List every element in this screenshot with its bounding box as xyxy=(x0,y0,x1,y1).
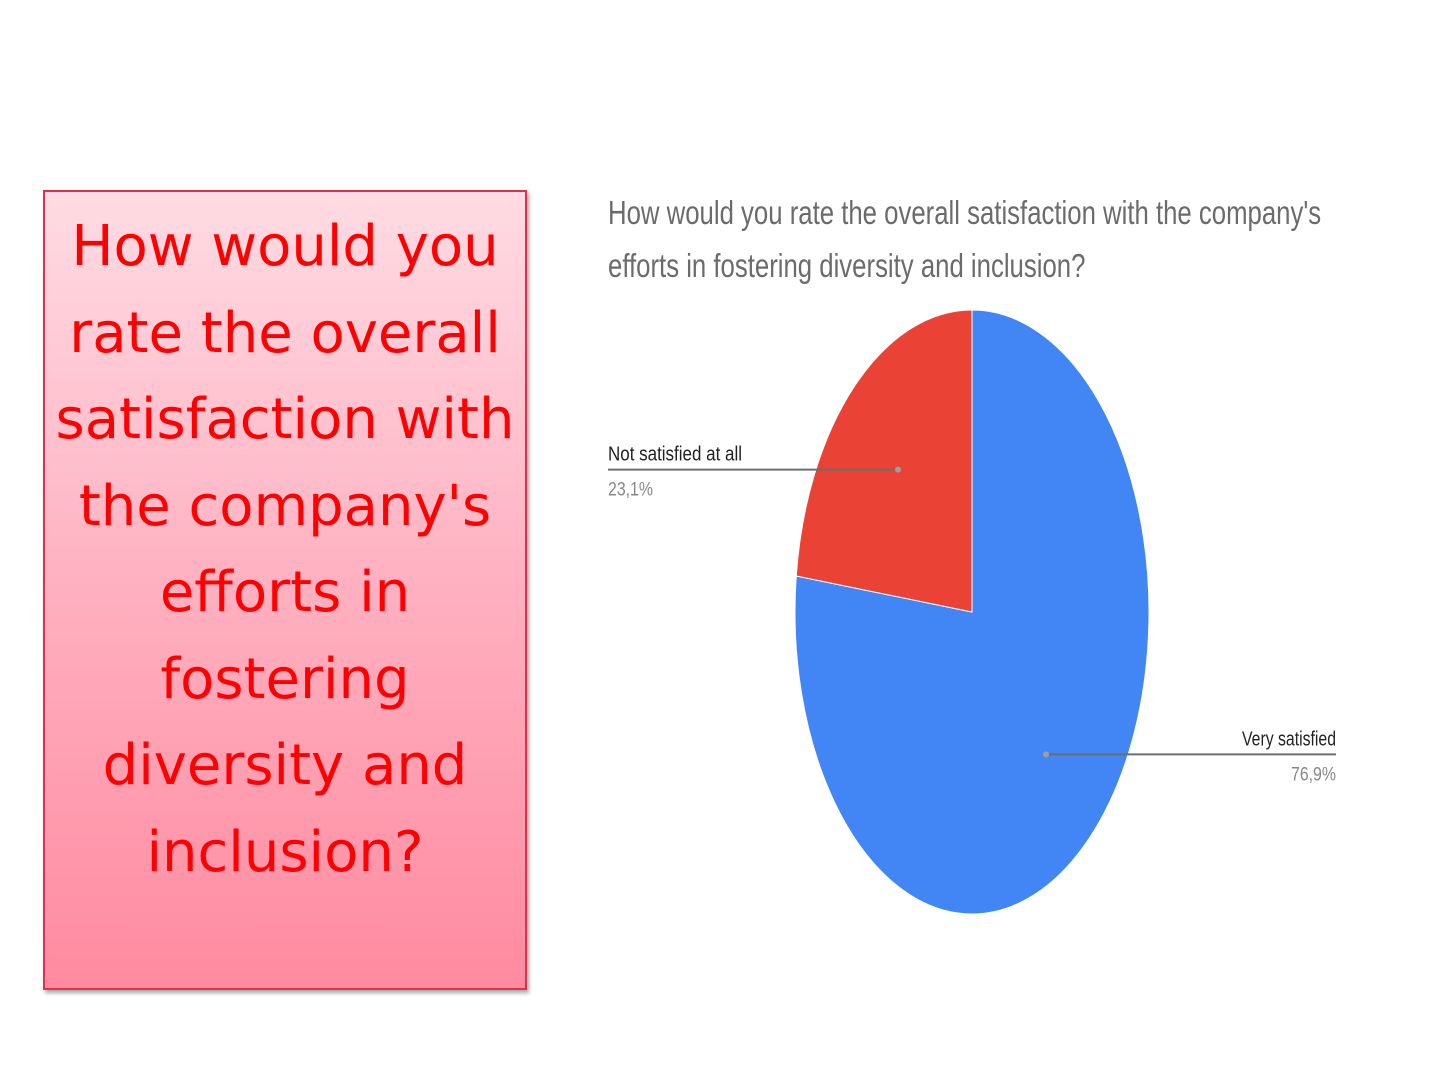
slice-label-not-satisfied-at-all: Not satisfied at all xyxy=(608,444,742,466)
slice-label-very-satisfied: Very satisfied xyxy=(1242,728,1336,750)
pie-slice-not-satisfied-at-all xyxy=(795,309,973,613)
chart-title: How would you rate the overall satisfact… xyxy=(608,194,1322,284)
pie-chart: How would you rate the overall satisfact… xyxy=(560,170,1420,950)
leader-dot-not-satisfied-at-all xyxy=(894,466,901,473)
leader-dot-very-satisfied xyxy=(1043,751,1050,758)
slice-value-label-not-satisfied-at-all: 23,1% xyxy=(608,480,653,501)
question-text: How would you rate the overall satisfact… xyxy=(55,214,515,885)
question-box: How would you rate the overall satisfact… xyxy=(43,190,527,990)
slice-value-label-very-satisfied: 76,9% xyxy=(1291,764,1336,785)
